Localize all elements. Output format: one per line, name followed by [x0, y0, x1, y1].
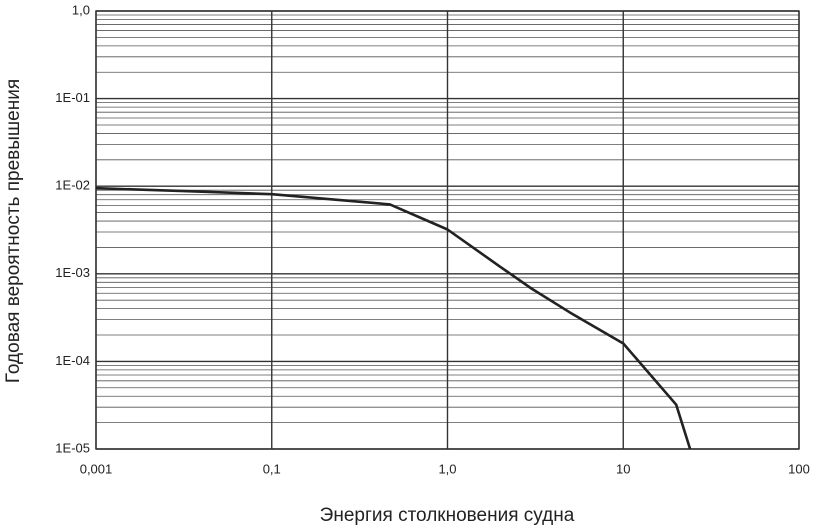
x-tick-label: 10 — [616, 461, 630, 476]
data-line — [95, 186, 692, 450]
y-tick-label: 1E-05 — [55, 440, 90, 455]
y-tick-label: 1,0 — [72, 2, 90, 17]
y-axis-title: Годовая вероятность превышения — [3, 79, 24, 383]
x-tick-label: 1,0 — [438, 461, 456, 476]
x-tick-label: 0,001 — [80, 461, 113, 476]
x-tick-label: 0,1 — [263, 461, 281, 476]
y-tick-label: 1E-02 — [55, 178, 90, 193]
x-tick-label: 100 — [788, 461, 810, 476]
x-axis-title: Энергия столкновения судна — [320, 505, 575, 526]
y-tick-label: 1E-03 — [55, 265, 90, 280]
plot-frame — [95, 10, 800, 450]
y-tick-label: 1E-04 — [55, 353, 90, 368]
y-tick-label: 1E-01 — [55, 90, 90, 105]
